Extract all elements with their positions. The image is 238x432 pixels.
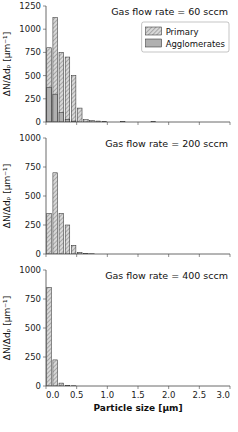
- y-tick: [43, 299, 46, 300]
- y-tick-label: 1000: [19, 24, 41, 34]
- bar: [71, 245, 76, 254]
- y-tick: [43, 29, 46, 30]
- y-tick: [43, 138, 46, 139]
- y-tick: [43, 122, 46, 123]
- y-tick-label: 750: [25, 162, 41, 172]
- x-tick-label: 0.0: [46, 390, 60, 400]
- x-tick: [138, 254, 139, 257]
- bars: [47, 287, 76, 386]
- x-tick: [107, 386, 108, 389]
- x-tick: [168, 122, 169, 125]
- y-tick-label: 250: [25, 220, 41, 230]
- x-tick: [199, 254, 200, 257]
- y-tick-label: 0: [36, 381, 41, 391]
- y-tick-label: 500: [25, 191, 41, 201]
- y-tick-label: 1250: [19, 1, 41, 11]
- x-tick: [199, 386, 200, 389]
- legend-swatch: [146, 39, 162, 47]
- bar: [59, 113, 64, 122]
- bar: [47, 213, 52, 254]
- bar: [77, 108, 82, 122]
- y-tick: [43, 98, 46, 99]
- x-tick: [230, 386, 231, 389]
- x-tick: [76, 386, 77, 389]
- y-tick-label: 0: [36, 117, 41, 127]
- y-tick: [43, 52, 46, 53]
- panel: 0 250 500 750 1000 ΔN/Δdₚ [μm⁻¹] Gas flow rate…: [2, 133, 230, 259]
- panel-title: Gas flow rate = 400 sccm: [105, 270, 228, 281]
- y-tick-label: 750: [25, 47, 41, 57]
- y-tick: [43, 386, 46, 387]
- bar: [53, 94, 58, 122]
- bar: [65, 119, 70, 122]
- y-tick-label: 250: [25, 94, 41, 104]
- y-tick-label: 500: [25, 323, 41, 333]
- bars: [47, 173, 95, 254]
- legend-label: Agglomerates: [166, 39, 226, 49]
- x-tick-label: 1.0: [101, 390, 115, 400]
- bars: [47, 18, 156, 122]
- bar: [71, 76, 76, 122]
- x-tick: [46, 254, 47, 257]
- x-tick: [46, 386, 47, 389]
- y-tick: [43, 167, 46, 168]
- panel-title: Gas flow rate = 200 sccm: [105, 138, 228, 149]
- x-tick: [138, 386, 139, 389]
- x-tick-label: 0.5: [70, 390, 84, 400]
- panel-title: Gas flow rate = 60 sccm: [111, 6, 228, 17]
- x-tick-label: 2.0: [162, 390, 176, 400]
- y-tick: [43, 270, 46, 271]
- x-tick-label: 3.0: [216, 390, 230, 400]
- x-tick: [168, 386, 169, 389]
- x-tick: [46, 122, 47, 125]
- x-tick: [230, 122, 231, 125]
- x-tick: [76, 122, 77, 125]
- bar: [53, 173, 58, 254]
- x-tick: [199, 122, 200, 125]
- bar: [53, 360, 58, 386]
- bar: [59, 213, 64, 254]
- y-tick: [43, 254, 46, 255]
- y-tick: [43, 196, 46, 197]
- y-label: ΔN/Δdₚ [μm⁻¹]: [2, 164, 12, 228]
- figure: 0 250 500 750 1000 1250 ΔN/Δdₚ [μm⁻¹] Gas flow …: [0, 0, 238, 432]
- x-tick: [138, 122, 139, 125]
- bar: [47, 48, 52, 122]
- y-tick-label: 0: [36, 249, 41, 259]
- legend: Primary Agglomerates: [142, 22, 229, 52]
- y-tick: [43, 328, 46, 329]
- y-tick: [43, 6, 46, 7]
- y-tick: [43, 75, 46, 76]
- x-tick: [168, 254, 169, 257]
- y-tick-label: 1000: [19, 133, 41, 143]
- y-label: ΔN/Δdₚ [μm⁻¹]: [2, 296, 12, 360]
- x-tick: [230, 254, 231, 257]
- bar: [65, 57, 70, 122]
- y-tick: [43, 357, 46, 358]
- panel: 0 250 500 750 1000 0.0 0.5 1.0 1.5 2.0 2.5 3.0 Parti…: [2, 265, 230, 413]
- y-tick-label: 250: [25, 352, 41, 362]
- bar: [47, 87, 52, 122]
- legend-swatch: [146, 27, 162, 35]
- x-tick-label: 1.5: [131, 390, 145, 400]
- y-tick: [43, 225, 46, 226]
- x-tick: [76, 254, 77, 257]
- y-label: ΔN/Δdₚ [μm⁻¹]: [2, 32, 12, 96]
- panel: 0 250 500 750 1000 1250 ΔN/Δdₚ [μm⁻¹] Gas flow …: [2, 1, 230, 127]
- x-tick: [107, 254, 108, 257]
- y-tick-label: 500: [25, 71, 41, 81]
- bar: [59, 383, 64, 386]
- x-label: Particle size [μm]: [93, 403, 182, 413]
- x-tick-label: 2.5: [193, 390, 207, 400]
- legend-label: Primary: [166, 27, 199, 37]
- y-tick-label: 750: [25, 294, 41, 304]
- y-tick-label: 1000: [19, 265, 41, 275]
- bar: [65, 225, 70, 254]
- x-tick: [107, 122, 108, 125]
- bar: [53, 18, 58, 122]
- legend-frame: [142, 22, 229, 52]
- bar: [47, 287, 52, 386]
- y-axis: [46, 6, 47, 122]
- bar: [59, 52, 64, 122]
